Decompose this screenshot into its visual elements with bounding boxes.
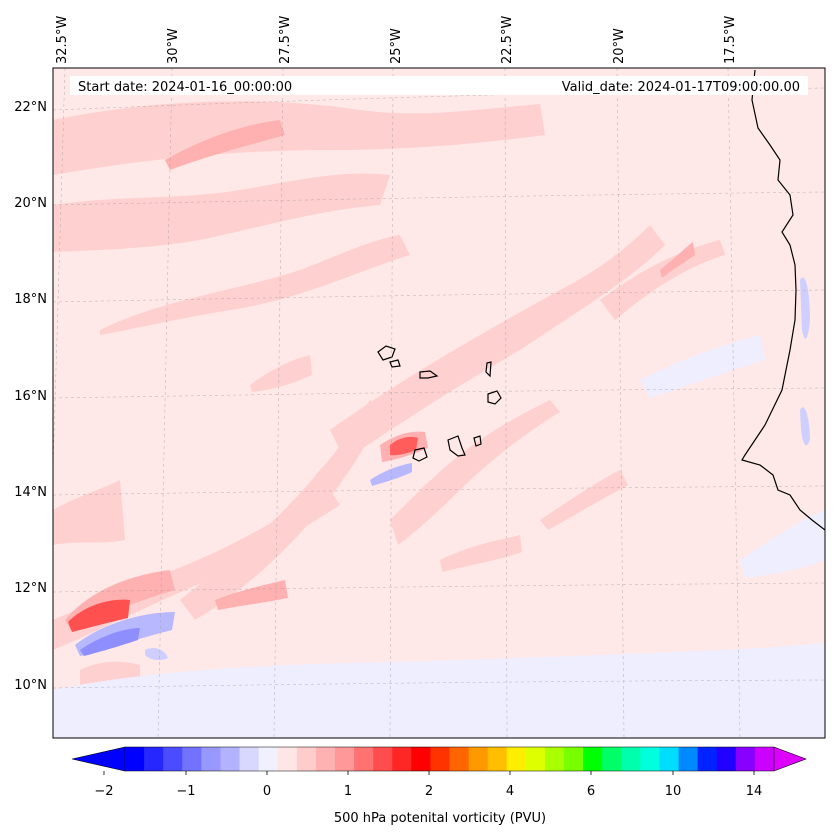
colorbar-swatch [220, 747, 240, 771]
colorbar-swatch [525, 747, 546, 771]
lon-label: 30°W [166, 28, 181, 64]
colorbar-over-arrow [773, 746, 807, 772]
colorbar-under-arrow [71, 746, 126, 772]
latitude-labels: 22°N 20°N 18°N 16°N 14°N 12°N 10°N [14, 100, 47, 693]
colorbar-swatch [411, 747, 431, 771]
colorbar-tick-label: 0 [263, 784, 271, 799]
colorbar-swatch [564, 747, 584, 771]
colorbar-swatch [640, 747, 660, 771]
colorbar-swatch [277, 747, 298, 771]
colorbar-swatch [239, 747, 260, 771]
colorbar-swatch [602, 747, 622, 771]
colorbar-frame [125, 746, 774, 772]
lat-label: 18°N [14, 292, 47, 307]
colorbar-swatch [449, 747, 469, 771]
colorbar-swatch [296, 747, 317, 771]
colorbar-swatch [354, 747, 374, 771]
colorbar-swatch [163, 747, 183, 771]
colorbar-tick-label: 1 [344, 784, 352, 799]
colorbar-swatch [678, 747, 699, 771]
colorbar-swatch [258, 747, 279, 771]
colorbar-swatch [621, 747, 641, 771]
longitude-labels: 32.5°W 30°W 27.5°W 25°W 22.5°W 20°W 17.5… [55, 16, 738, 64]
lon-label: 22.5°W [500, 16, 515, 64]
colorbar-swatch [125, 747, 145, 771]
colorbar-swatch [144, 747, 164, 771]
colorbar-tick-label: 10 [665, 784, 682, 799]
colorbar-tick-label: 4 [506, 784, 514, 799]
colorbar-swatch [468, 747, 489, 771]
colorbar-swatch [392, 747, 412, 771]
colorbar-tick-label: 2 [425, 784, 433, 799]
colorbar-swatch [754, 747, 775, 771]
colorbar-swatch [697, 747, 718, 771]
colorbar-swatch [583, 747, 603, 771]
lon-label: 20°W [612, 28, 627, 64]
colorbar-swatch [735, 747, 756, 771]
colorbar-label: 500 hPa potenital vorticity (PVU) [334, 811, 546, 826]
lat-label: 20°N [14, 196, 47, 211]
colorbar-swatch [659, 747, 679, 771]
colorbar-swatch [716, 747, 737, 771]
colorbar-tick-label: −2 [94, 784, 113, 799]
lon-label: 32.5°W [55, 16, 70, 64]
colorbar-swatch [373, 747, 393, 771]
colorbar-ticks: −2 −1 0 1 2 4 6 10 14 [94, 784, 762, 799]
cape-verde-islands [377, 345, 502, 462]
lat-label: 16°N [14, 389, 47, 404]
lon-label: 25°W [389, 28, 404, 64]
colorbar-swatch [544, 747, 565, 771]
lat-label: 10°N [14, 678, 47, 693]
pv-field [53, 68, 825, 738]
lat-label: 14°N [14, 485, 47, 500]
colorbar-swatch [430, 747, 450, 771]
colorbar-swatch [315, 747, 336, 771]
pv-contour-red [68, 436, 418, 632]
colorbar-swatch [201, 747, 221, 771]
colorbar-swatch [487, 747, 508, 771]
colorbar [71, 746, 807, 775]
colorbar-swatch [334, 747, 355, 771]
info-banner [70, 76, 808, 95]
colorbar-tick-label: 14 [746, 784, 763, 799]
colorbar-swatch [506, 747, 527, 771]
colorbar-tick-label: −1 [176, 784, 195, 799]
valid-date-label: Valid_date: 2024-01-17T09:00:00.00 [562, 80, 800, 95]
africa-coastline [741, 69, 825, 531]
lon-label: 27.5°W [278, 16, 293, 64]
lat-label: 12°N [14, 581, 47, 596]
pv-contour-blue [53, 277, 825, 738]
start-date-label: Start date: 2024-01-16_00:00:00 [78, 80, 292, 95]
lon-label: 17.5°W [723, 16, 738, 64]
colorbar-swatch [182, 747, 202, 771]
colorbar-tick-label: 6 [587, 784, 595, 799]
map-background [53, 68, 825, 738]
lat-label: 22°N [14, 100, 47, 115]
map-frame [52, 67, 826, 739]
